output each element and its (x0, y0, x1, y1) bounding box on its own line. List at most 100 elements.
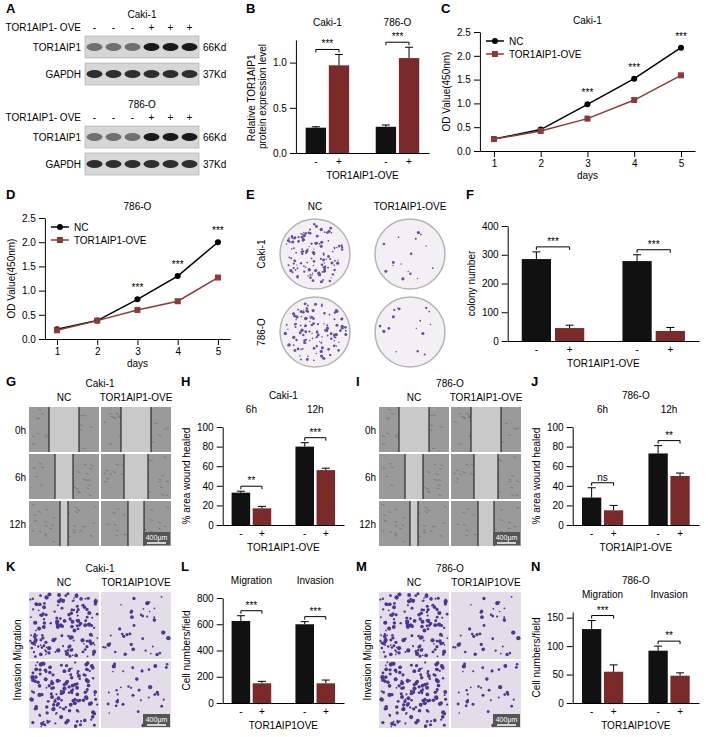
blot-band (125, 70, 141, 78)
point (215, 275, 221, 281)
texture (438, 485, 441, 486)
micrograph (379, 661, 449, 728)
cell (411, 599, 415, 603)
colony (323, 312, 326, 315)
colony (320, 350, 323, 353)
cell (454, 646, 456, 648)
wound-edge (68, 501, 69, 546)
cell (61, 599, 65, 603)
cell (437, 597, 440, 600)
tick: 100 (197, 422, 223, 433)
texture (44, 521, 47, 522)
axis-title: TOR1AIP1-OVE (567, 358, 640, 369)
texture (106, 524, 109, 525)
texture (77, 492, 80, 493)
size-label: 66Kd (203, 132, 226, 143)
tick: 4 (175, 339, 181, 357)
colony (424, 353, 426, 355)
cell (412, 645, 414, 647)
cell (163, 699, 165, 701)
micrograph (379, 501, 449, 546)
cell (46, 720, 48, 722)
axis: 050100150 (547, 612, 573, 708)
colony (303, 339, 306, 342)
texture (433, 415, 436, 416)
tick: 300 (482, 249, 508, 260)
cell (114, 651, 117, 654)
wound-edge (498, 454, 499, 499)
tick-label: 2 (95, 346, 101, 357)
category-label: Invasion (297, 575, 334, 586)
cell (131, 694, 134, 697)
error-cap (335, 54, 343, 55)
cell (41, 662, 43, 664)
colony (296, 264, 297, 265)
colony (315, 225, 318, 228)
tick-label: 0.0 (22, 334, 36, 345)
cell (380, 698, 384, 702)
colony (338, 341, 340, 343)
colony (340, 318, 343, 321)
cell (54, 651, 56, 653)
cell (31, 678, 35, 682)
tick: 0 (558, 698, 573, 709)
panel-letter: F (466, 187, 474, 202)
scale-bar-ground (143, 714, 170, 727)
texture (509, 479, 512, 480)
texture (89, 495, 92, 496)
colony (321, 346, 324, 349)
wound-edge (121, 407, 122, 452)
cell (467, 693, 469, 695)
colony (408, 271, 409, 272)
tick-mark (474, 127, 480, 128)
axis-title-line: % area wound healed (181, 428, 192, 525)
cell (155, 653, 158, 656)
texture (164, 429, 167, 430)
cell (392, 605, 396, 609)
tick-mark (474, 80, 480, 81)
colony (332, 273, 334, 275)
cell (421, 692, 424, 695)
wound-edge (429, 407, 430, 452)
axis-line (480, 33, 481, 152)
axis-line (296, 153, 429, 154)
texture (73, 532, 76, 533)
tick-label: 1.0 (22, 285, 36, 296)
colony (311, 258, 313, 260)
colony (398, 236, 400, 238)
cell (83, 623, 87, 627)
point (491, 136, 497, 142)
panel: I786-ONCTOR1AIP1-OVE0h6h12h400μm (356, 374, 523, 546)
error-bar (613, 505, 614, 510)
tick-label: 1.5 (457, 74, 471, 85)
tick-label: 100 (482, 307, 499, 318)
cell (496, 615, 498, 617)
colony (298, 236, 300, 238)
column-label: TOR1AIP1-OVE (100, 392, 173, 403)
texture (429, 430, 432, 431)
cell (40, 644, 42, 646)
bar (253, 508, 272, 525)
colony (313, 248, 314, 249)
bar-label: + (677, 528, 683, 539)
colony (331, 262, 334, 265)
bar-label: + (677, 706, 683, 717)
tick-mark (39, 242, 45, 243)
panel-letter: N (531, 559, 540, 574)
texture (86, 480, 89, 481)
tick: 50 (553, 669, 573, 680)
cell (74, 724, 78, 728)
cell (74, 661, 76, 663)
colony (300, 262, 302, 264)
cell (82, 673, 85, 676)
texture (79, 530, 82, 531)
panel: ENCTOR1AIP1-OVECaki-1786-O (246, 187, 447, 367)
cell (394, 595, 398, 599)
point (94, 318, 100, 324)
title: 786-O (436, 563, 464, 574)
wound-gap (410, 501, 418, 546)
texture (402, 517, 405, 518)
colony (291, 235, 293, 237)
cell (436, 679, 440, 683)
colony (415, 238, 417, 240)
